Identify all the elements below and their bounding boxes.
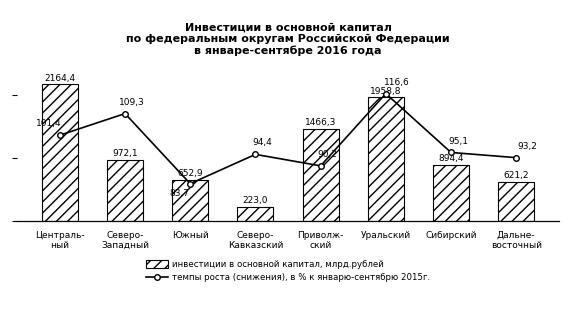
Bar	[498, 182, 534, 221]
Text: 109,3: 109,3	[119, 98, 145, 106]
Text: 93,2: 93,2	[517, 142, 537, 151]
Bar	[302, 129, 339, 221]
Text: 116,6: 116,6	[384, 78, 410, 87]
Text: 621,2: 621,2	[503, 171, 529, 180]
Bar	[107, 160, 143, 221]
Text: 652,9: 652,9	[177, 169, 203, 178]
Text: 1958,8: 1958,8	[370, 87, 401, 95]
Text: 83,7: 83,7	[169, 189, 189, 198]
Bar	[172, 180, 208, 221]
Text: 223,0: 223,0	[242, 196, 268, 205]
Legend: инвестиции в основной капитал, млрд.рублей, темпы роста (снижения), в % к январю: инвестиции в основной капитал, млрд.рубл…	[143, 257, 433, 286]
Text: 94,4: 94,4	[252, 138, 272, 148]
Text: 1466,3: 1466,3	[305, 118, 336, 127]
Text: 2164,4: 2164,4	[44, 74, 75, 82]
Text: 972,1: 972,1	[112, 149, 138, 158]
Text: Инвестиции в основной капитал
по федеральным округам Российской Федерации
в янва: Инвестиции в основной капитал по федерал…	[126, 22, 450, 56]
Bar	[368, 97, 404, 221]
Text: 90,2: 90,2	[317, 150, 338, 159]
Text: 101,4: 101,4	[36, 119, 62, 128]
Bar	[42, 84, 78, 221]
Text: 894,4: 894,4	[438, 154, 464, 163]
Text: 95,1: 95,1	[448, 137, 468, 145]
Bar	[237, 207, 274, 221]
Bar	[433, 165, 469, 221]
